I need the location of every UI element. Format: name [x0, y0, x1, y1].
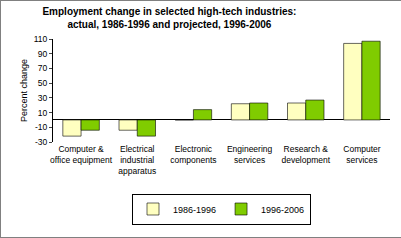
svg-text:-10: -10	[35, 122, 48, 132]
svg-text:110: 110	[34, 34, 48, 44]
svg-text:1986-1996: 1986-1996	[173, 205, 216, 215]
svg-text:Electroniccomponents: Electroniccomponents	[170, 144, 216, 165]
svg-text:70: 70	[38, 63, 48, 73]
svg-text:Computer &office equipment: Computer &office equipment	[50, 144, 113, 165]
svg-text:Research &development: Research &development	[281, 144, 330, 165]
svg-text:90: 90	[38, 49, 48, 59]
svg-text:Percent change: Percent change	[19, 59, 29, 122]
svg-text:1996-2006: 1996-2006	[261, 205, 304, 215]
svg-text:Employment change in selected: Employment change in selected high-tech …	[42, 6, 296, 30]
svg-text:Computerservices: Computerservices	[343, 144, 380, 165]
svg-text:Engineeringservices: Engineeringservices	[227, 144, 273, 165]
svg-text:Electricalindustrialapparatus: Electricalindustrialapparatus	[118, 144, 156, 176]
svg-text:50: 50	[38, 78, 48, 88]
svg-text:10: 10	[38, 108, 48, 118]
svg-text:30: 30	[38, 93, 48, 103]
svg-text:-30: -30	[35, 137, 48, 147]
